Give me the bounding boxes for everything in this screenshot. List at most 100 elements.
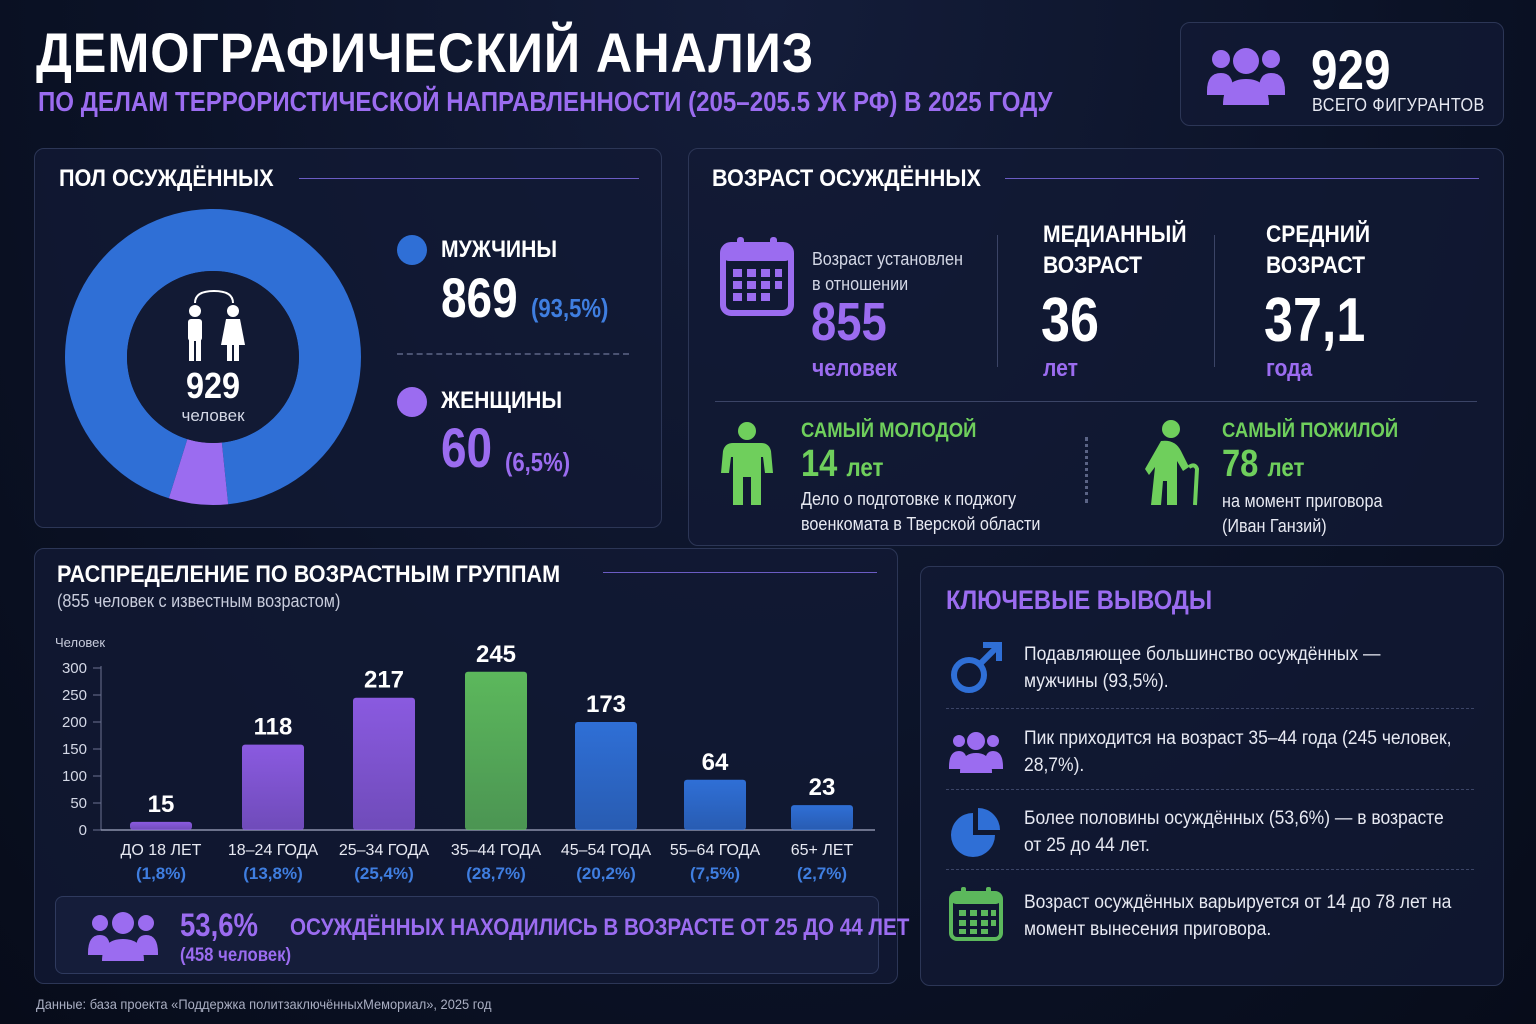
category-label: 25–34 ГОДА [339, 842, 430, 859]
y-axis-label: Человек [55, 635, 105, 650]
age-divider [715, 401, 1477, 402]
oldest-note-line2: (Иван Ганзий) [1222, 516, 1327, 536]
category-label: 35–44 ГОДА [451, 842, 542, 859]
age-group-bar-chart: Человек 0 50 100 150 200 250 300 15 ДО 18 ЛЕТ (1,8… [55, 635, 875, 883]
title-divider [299, 178, 639, 179]
title-divider [1005, 178, 1479, 179]
summary-box: 53,6% ОСУЖДЁННЫХ НАХОДИЛИСЬ В ВОЗРАСТЕ О… [55, 896, 909, 974]
women-percent: (6,5%) [505, 447, 571, 477]
gender-title: ПОЛ ОСУЖДЁННЫХ [59, 165, 274, 192]
y-tick-label: 200 [62, 714, 87, 731]
conclusion-text-4: Возраст осуждённых варьируется от 14 до … [1024, 892, 1452, 940]
people-group-icon [949, 732, 1003, 773]
category-label: ДО 18 ЛЕТ [121, 842, 202, 859]
conclusion-text-3: Более половины осуждённых (53,6%) — в во… [1024, 808, 1444, 856]
bar-value-label: 118 [254, 714, 293, 741]
category-percent: (28,7%) [466, 864, 526, 883]
gender-donut-chart [65, 209, 362, 505]
bar-7 [791, 805, 853, 830]
category-percent: (7,5%) [690, 864, 740, 883]
category-label: 45–54 ГОДА [561, 842, 652, 859]
dotted-separator [1085, 437, 1089, 503]
y-tick-label: 50 [70, 795, 87, 812]
y-tick-label: 0 [79, 822, 87, 839]
mean-unit: года [1266, 355, 1313, 382]
category-label: 65+ ЛЕТ [791, 842, 854, 859]
calendar-icon [949, 887, 1003, 941]
men-percent: (93,5%) [531, 293, 609, 323]
category-percent: (2,7%) [797, 864, 847, 883]
calendar-icon [720, 237, 794, 316]
distribution-subtitle: (855 человек с известным возрастом) [57, 591, 341, 611]
bar-1 [130, 821, 192, 830]
oldest-title: САМЫЙ ПОЖИЛОЙ [1222, 419, 1399, 442]
oldest-unit: лет [1267, 452, 1305, 482]
women-slice [168, 439, 229, 505]
elderly-person-icon [1145, 420, 1200, 506]
pie-chart-icon [951, 808, 1000, 857]
category-percent: (13,8%) [243, 864, 303, 883]
male-symbol-icon [951, 642, 1002, 693]
youngest-note-line1: Дело о подготовке к поджогу [801, 489, 1017, 509]
mean-value: 37,1 [1264, 286, 1366, 355]
category-label: 18–24 ГОДА [228, 842, 319, 859]
youngest-unit: лет [846, 452, 884, 482]
oldest-value: 78 [1222, 443, 1259, 485]
bar-3 [353, 697, 415, 830]
men-label: МУЖЧИНЫ [441, 236, 558, 263]
women-label: ЖЕНЩИНЫ [441, 387, 563, 414]
conclusion-separator [946, 869, 1474, 870]
known-age-line1: Возраст установлен [812, 249, 963, 269]
men-legend-dot [397, 235, 427, 265]
donut-hole [127, 271, 299, 443]
bar-value-label: 217 [364, 667, 404, 694]
legend-divider [397, 353, 629, 355]
y-tick-label: 250 [62, 687, 87, 704]
category-label: 55–64 ГОДА [670, 842, 761, 859]
category-percent: (1,8%) [136, 864, 186, 883]
women-value: 60 [441, 416, 493, 479]
man-woman-icon [188, 289, 245, 361]
total-label: ВСЕГО ФИГУРАНТОВ [1312, 95, 1485, 115]
donut-center-label: человек [181, 406, 245, 425]
men-value: 869 [441, 266, 518, 329]
conclusion-separator [946, 789, 1474, 790]
known-age-value: 855 [811, 292, 887, 352]
y-tick-label: 150 [62, 741, 87, 758]
bar-value-label: 23 [809, 774, 836, 801]
bar-6 [684, 779, 746, 830]
column-separator [997, 235, 998, 367]
youngest-note-line2: военкомата в Тверской области [801, 514, 1041, 534]
bar-5 [575, 722, 637, 830]
y-tick-label: 100 [62, 768, 87, 785]
bar-value-label: 64 [702, 749, 729, 776]
conclusion-separator [946, 708, 1474, 709]
distribution-title: РАСПРЕДЕЛЕНИЕ ПО ВОЗРАСТНЫМ ГРУППАМ [57, 561, 561, 588]
median-label-line1: МЕДИАННЫЙ [1043, 221, 1187, 248]
conclusion-text-2: Пик приходится на возраст 35–44 года (24… [1024, 728, 1452, 776]
mean-label-line1: СРЕДНИЙ [1266, 221, 1371, 248]
bar-value-label: 15 [148, 791, 175, 818]
y-tick-label: 300 [62, 660, 87, 677]
bar-4 [465, 671, 527, 830]
median-unit: лет [1043, 355, 1078, 382]
bar-value-label: 173 [586, 691, 626, 718]
age-title: ВОЗРАСТ ОСУЖДЁННЫХ [712, 165, 981, 192]
median-label-line2: ВОЗРАСТ [1043, 252, 1142, 279]
column-separator [1214, 235, 1215, 367]
donut-center-value: 929 [185, 365, 241, 406]
age-panel: ВОЗРАСТ ОСУЖДЁННЫХ Возраст установлен в … [688, 148, 1504, 546]
data-source-footer: Данные: база проекта «Поддержка политзак… [36, 996, 492, 1012]
bar-value-label: 245 [476, 641, 516, 668]
summary-text: ОСУЖДЁННЫХ НАХОДИЛИСЬ В ВОЗРАСТЕ ОТ 25 Д… [290, 914, 910, 941]
category-percent: (25,4%) [354, 864, 414, 883]
total-value: 929 [1311, 38, 1391, 101]
conclusions-panel: КЛЮЧЕВЫЕ ВЫВОДЫ Подавляющее большинство … [920, 566, 1504, 986]
age-distribution-panel: РАСПРЕДЕЛЕНИЕ ПО ВОЗРАСТНЫМ ГРУППАМ (855… [34, 548, 909, 984]
summary-count: (458 человек) [180, 945, 292, 966]
known-age-unit: человек [812, 355, 898, 382]
people-group-icon [88, 912, 158, 961]
summary-percent: 53,6% [180, 907, 259, 943]
men-slice [65, 209, 362, 505]
category-percent: (20,2%) [576, 864, 636, 883]
